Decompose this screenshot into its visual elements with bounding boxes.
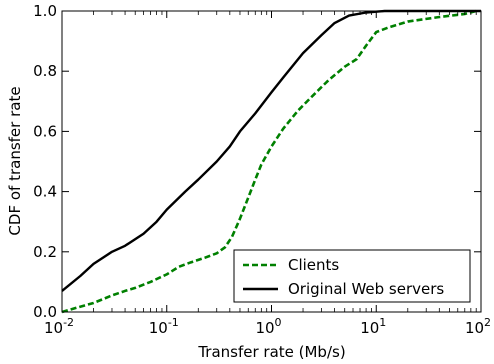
legend-box: [233, 249, 471, 303]
series-line-original-web-servers: [61, 9, 481, 292]
x-tick-label: 10-1: [149, 316, 179, 337]
legend-label: Original Web servers: [288, 280, 444, 298]
series-line-clients: [61, 9, 477, 314]
x-tick-label: 100: [255, 316, 281, 337]
y-tick-label: 0.6: [33, 122, 57, 140]
legend: Clients Original Web servers: [233, 249, 471, 303]
x-tick-label: 102: [465, 316, 491, 337]
y-tick-label: 0.0: [33, 303, 57, 321]
y-tick-label: 1.0: [33, 2, 57, 20]
legend-label: Clients: [288, 256, 339, 274]
y-axis-label: CDF of transfer rate: [6, 86, 24, 235]
y-tick-label: 0.2: [33, 243, 57, 261]
y-tick-label: 0.8: [33, 62, 57, 80]
y-tick-label: 0.4: [33, 183, 57, 201]
x-axis-label: Transfer rate (Mb/s): [197, 343, 345, 361]
plot-area: [61, 9, 481, 314]
x-tick-label: 101: [360, 316, 386, 337]
